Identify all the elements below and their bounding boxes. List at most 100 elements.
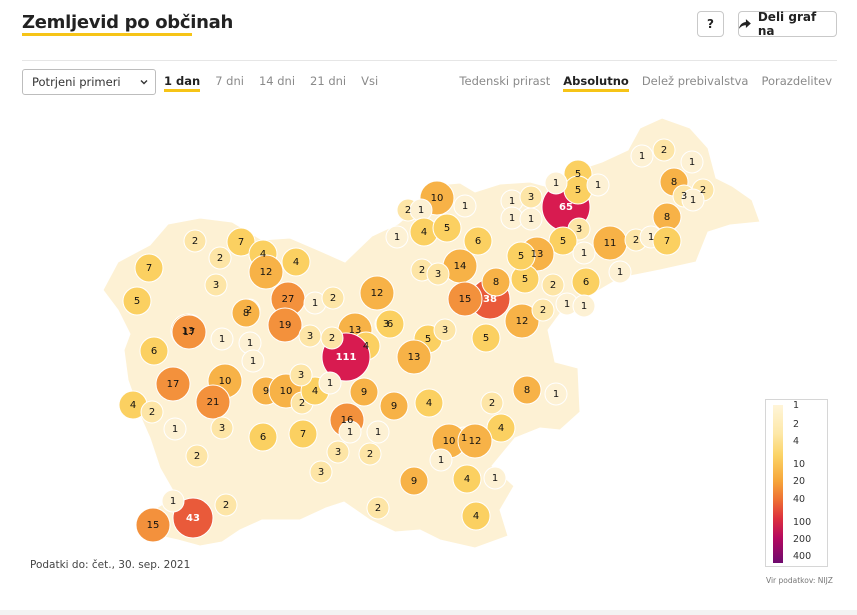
municipality-region[interactable] <box>512 375 542 405</box>
municipality-region[interactable] <box>172 497 214 539</box>
municipality-region[interactable] <box>248 422 278 452</box>
municipality-region[interactable] <box>399 466 429 496</box>
mode-tab-weekly-growth[interactable]: Tedenski prirast <box>459 74 551 88</box>
metric-select[interactable]: Potrjeni primeri <box>22 69 156 95</box>
municipality-region[interactable] <box>139 336 169 366</box>
municipality-region[interactable] <box>208 246 232 270</box>
municipality-region[interactable] <box>504 303 540 339</box>
municipality-count-label: 1 <box>219 334 225 345</box>
municipality-region[interactable] <box>321 286 345 310</box>
municipality-region[interactable] <box>433 318 457 342</box>
municipality-region[interactable] <box>483 466 507 490</box>
municipality-count-label: 6 <box>260 432 266 443</box>
municipality-region[interactable] <box>681 188 705 212</box>
municipality-region[interactable] <box>210 327 234 351</box>
municipality-region[interactable] <box>326 440 350 464</box>
municipality-region[interactable] <box>359 275 395 311</box>
municipality-region[interactable] <box>506 241 536 271</box>
municipality-region[interactable] <box>432 213 462 243</box>
municipality-region[interactable] <box>652 138 676 162</box>
municipality-region[interactable] <box>366 420 390 444</box>
municipality-count-label: 1 <box>690 195 696 206</box>
municipality-count-label: 2 <box>330 293 336 304</box>
municipality-region[interactable] <box>544 382 568 406</box>
municipality-region[interactable] <box>396 339 432 375</box>
municipality-region[interactable] <box>163 417 187 441</box>
municipality-region[interactable] <box>320 326 344 350</box>
municipality-region[interactable] <box>155 366 191 402</box>
mode-tab-absolute[interactable]: Absolutno <box>563 74 629 92</box>
municipality-region[interactable] <box>338 420 362 444</box>
municipality-region[interactable] <box>586 173 610 197</box>
municipality-region[interactable] <box>453 194 477 218</box>
municipality-region[interactable] <box>231 298 261 328</box>
municipality-region[interactable] <box>429 448 453 472</box>
municipality-region[interactable] <box>519 207 543 231</box>
period-tab-7-days[interactable]: 7 dni <box>215 74 244 88</box>
municipality-region[interactable] <box>135 507 171 543</box>
municipality-count-label: 8 <box>493 277 499 288</box>
municipality-region[interactable] <box>248 254 284 290</box>
municipality-region[interactable] <box>288 419 318 449</box>
municipality-region[interactable] <box>210 416 234 440</box>
help-button[interactable]: ? <box>697 11 724 37</box>
municipality-region[interactable] <box>608 260 632 284</box>
municipality-region[interactable] <box>309 460 333 484</box>
municipality-region[interactable] <box>471 323 501 353</box>
municipality-count-label: 17 <box>183 327 196 338</box>
municipality-count-label: 1 <box>564 299 570 310</box>
municipality-region[interactable] <box>161 489 185 513</box>
municipality-region[interactable] <box>481 267 511 297</box>
municipality-region[interactable] <box>195 384 231 420</box>
municipality-region[interactable] <box>414 388 444 418</box>
mode-tab-distribution[interactable]: Porazdelitev <box>761 74 832 88</box>
municipality-region[interactable] <box>375 309 405 339</box>
municipality-region[interactable] <box>531 298 555 322</box>
municipality-region[interactable] <box>541 273 565 297</box>
municipality-region[interactable] <box>358 442 382 466</box>
municipality-region[interactable] <box>463 226 493 256</box>
period-tab-14-days[interactable]: 14 dni <box>258 74 296 88</box>
municipality-region[interactable] <box>652 226 682 256</box>
municipality-region[interactable] <box>318 371 342 395</box>
municipality-region[interactable] <box>171 314 207 350</box>
legend-tick: 20 <box>793 476 806 487</box>
municipality-region[interactable] <box>379 391 409 421</box>
municipality-region[interactable] <box>457 423 493 459</box>
municipality-region[interactable] <box>680 150 704 174</box>
municipality-region[interactable] <box>572 241 596 265</box>
municipality-region[interactable] <box>461 501 491 531</box>
municipality-region[interactable] <box>480 391 504 415</box>
municipality-region[interactable] <box>281 247 311 277</box>
municipality-region[interactable] <box>122 286 152 316</box>
period-tab-all[interactable]: Vsi <box>361 74 379 88</box>
municipality-region[interactable] <box>486 413 516 443</box>
period-tab-21-days[interactable]: 21 dni <box>310 74 347 88</box>
municipality-region[interactable] <box>548 226 578 256</box>
municipality-region[interactable] <box>185 444 209 468</box>
municipality-region[interactable] <box>630 144 654 168</box>
share-button[interactable]: Deli graf na <box>738 10 837 38</box>
municipality-region[interactable] <box>214 493 238 517</box>
municipality-region[interactable] <box>426 262 450 286</box>
municipality-region[interactable] <box>183 229 207 253</box>
municipality-region[interactable] <box>366 496 390 520</box>
municipality-count-label: 3 <box>213 280 219 291</box>
period-tab-1-day[interactable]: 1 dan <box>164 74 201 92</box>
municipality-region[interactable] <box>447 281 483 317</box>
municipality-count-label: 2 <box>192 236 198 247</box>
municipality-region[interactable] <box>452 464 482 494</box>
municipality-region[interactable] <box>267 307 303 343</box>
municipality-region[interactable] <box>289 363 313 387</box>
municipality-region[interactable] <box>544 171 568 195</box>
municipality-region[interactable] <box>385 225 409 249</box>
municipality-region[interactable] <box>241 349 265 373</box>
municipality-count-label: 5 <box>518 251 524 262</box>
mode-tab-population-share[interactable]: Delež prebivalstva <box>641 74 749 88</box>
municipality-region[interactable] <box>572 294 596 318</box>
municipality-region[interactable] <box>134 253 164 283</box>
municipality-region[interactable] <box>204 273 228 297</box>
municipality-region[interactable] <box>349 377 379 407</box>
municipality-region[interactable] <box>140 400 164 424</box>
